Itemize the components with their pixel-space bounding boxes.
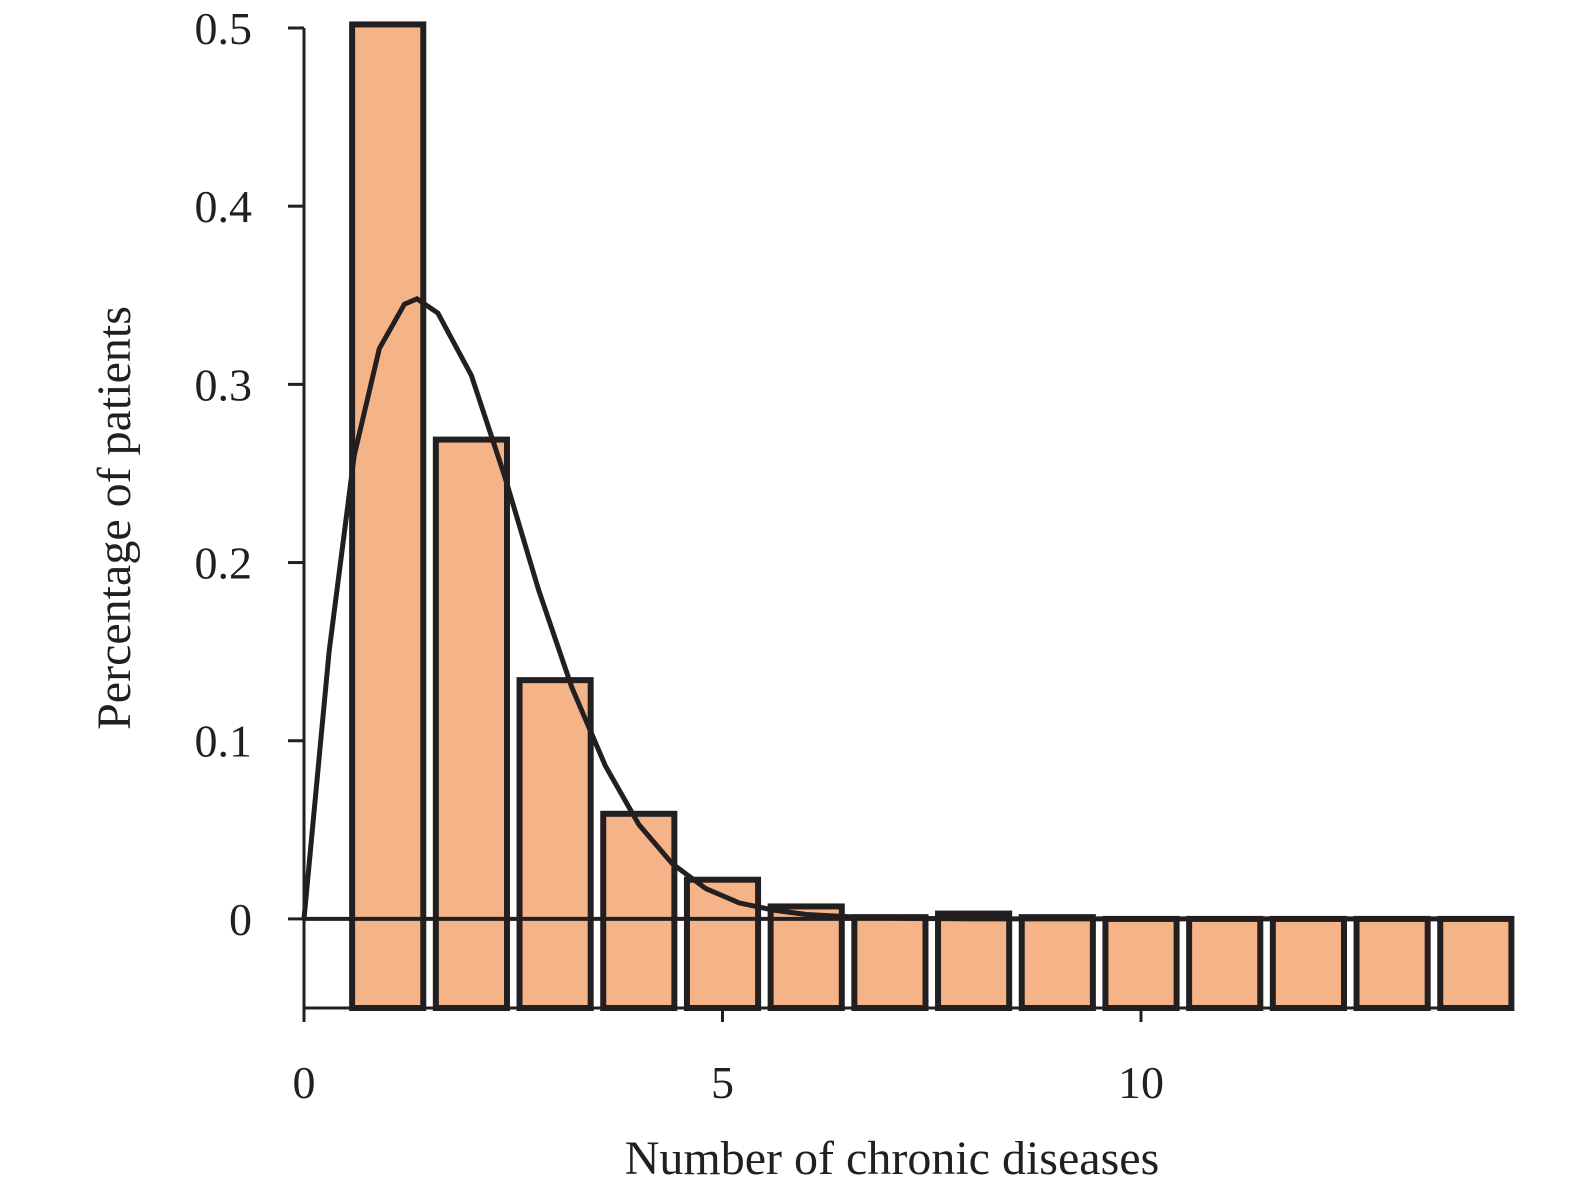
bar-7 bbox=[851, 914, 929, 1011]
x-tick-label: 0 bbox=[293, 1057, 316, 1108]
x-tick-label: 10 bbox=[1118, 1057, 1164, 1108]
y-tick-label: 0.5 bbox=[195, 3, 253, 54]
bar-14 bbox=[1437, 915, 1515, 1012]
y-tick-label: 0 bbox=[229, 894, 252, 945]
y-ticks-group: 0 0.1 0.2 0.3 0.4 0.5 bbox=[195, 3, 304, 945]
bars-group bbox=[349, 21, 1515, 1012]
bar-3 bbox=[516, 677, 594, 1011]
bar-1 bbox=[349, 21, 427, 1012]
bar-5 bbox=[683, 876, 762, 1012]
x-ticks-group: 0 5 10 bbox=[293, 1008, 1164, 1108]
y-axis-title: Percentage of patients bbox=[88, 306, 141, 730]
x-tick-label: 5 bbox=[711, 1057, 734, 1108]
bar-9 bbox=[1018, 914, 1096, 1011]
bar-12 bbox=[1269, 915, 1347, 1012]
y-tick-label: 0.2 bbox=[195, 538, 253, 589]
bar-10 bbox=[1102, 915, 1180, 1012]
bar-11 bbox=[1186, 915, 1264, 1012]
y-tick-label: 0.3 bbox=[195, 359, 253, 410]
bar-8 bbox=[935, 910, 1013, 1012]
bar-6 bbox=[767, 903, 845, 1011]
bar-4 bbox=[600, 810, 678, 1011]
bar-2 bbox=[432, 436, 510, 1012]
y-tick-label: 0.4 bbox=[195, 181, 253, 232]
x-axis-title: Number of chronic diseases bbox=[625, 1132, 1160, 1185]
y-tick-label: 0.1 bbox=[195, 716, 253, 767]
bar-13 bbox=[1353, 915, 1431, 1012]
density-curve bbox=[301, 295, 1480, 922]
